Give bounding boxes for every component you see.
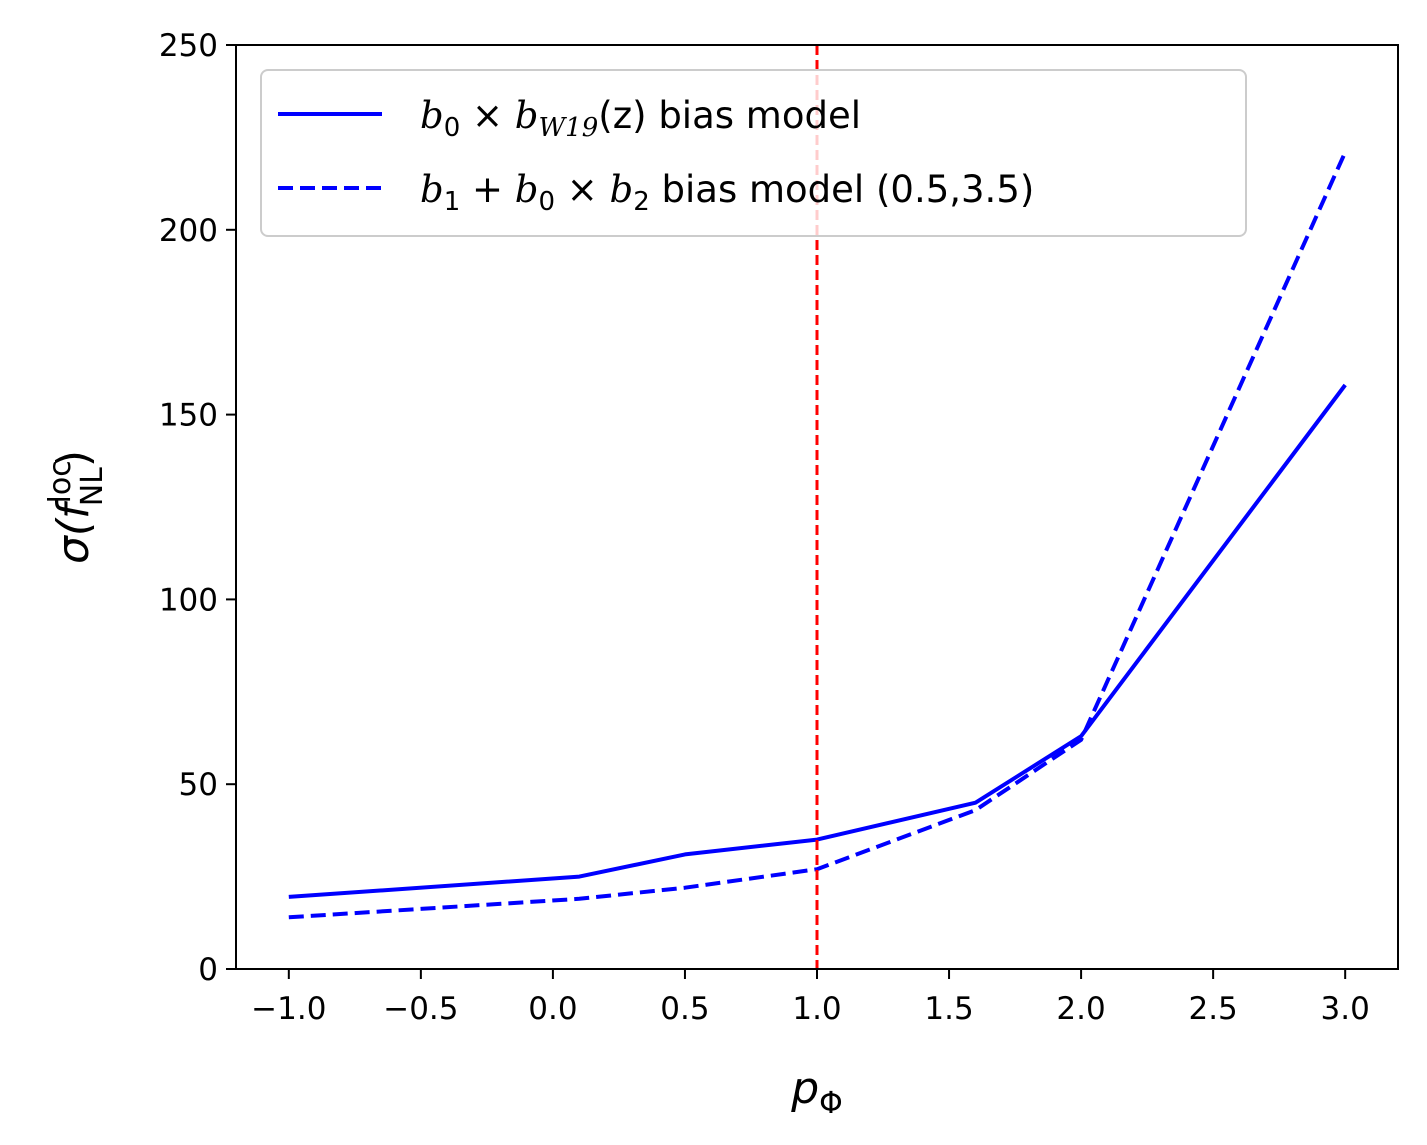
x-tick-label: 0.5 — [660, 991, 709, 1027]
legend-2-op2: × — [555, 168, 610, 211]
legend-1-rest: bias model — [647, 94, 861, 137]
legend-1-b2: b — [515, 94, 539, 137]
legend-2-op: + — [460, 168, 515, 211]
legend: b0 × bW19(z) bias model b1 + b0 × b2 bia… — [260, 69, 1247, 237]
legend-1-sub2: W19 — [538, 113, 598, 143]
x-tick-label: 3.0 — [1321, 991, 1370, 1027]
legend-1-sub: 0 — [444, 113, 461, 143]
x-tick-label: 0.0 — [528, 991, 577, 1027]
legend-box — [260, 69, 1247, 237]
series-layer — [288, 151, 1348, 920]
legend-2-sub2: 0 — [538, 187, 555, 217]
y-tick-label: 100 — [159, 582, 218, 618]
legend-2-b: b — [420, 168, 444, 211]
legend-1-arg: (z) — [598, 94, 646, 137]
y-axis-label-close: ) — [48, 450, 99, 467]
y-tick-label: 250 — [159, 28, 218, 64]
y-axis-label: σ(flocNL) — [43, 450, 110, 564]
x-tick-label: 2.0 — [1056, 991, 1105, 1027]
x-tick-label: 2.5 — [1188, 991, 1237, 1027]
x-tick-label: 1.0 — [792, 991, 841, 1027]
series-line-solid — [288, 383, 1347, 899]
series-line-dashed — [288, 151, 1348, 920]
x-axis-label: pΦ — [790, 1063, 843, 1121]
legend-1-b: b — [420, 94, 444, 137]
x-tick-label: 1.5 — [924, 991, 973, 1027]
y-axis-label-main: σ(f — [48, 497, 99, 564]
legend-2-b2: b — [515, 168, 539, 211]
x-ticks: −1.0 −0.5 0.0 0.5 1.0 1.5 2.0 2.5 3.0 — [251, 969, 1370, 1027]
legend-2-sub: 1 — [444, 187, 461, 217]
legend-2-sub3: 2 — [633, 187, 650, 217]
legend-2-rest: bias model (0.5,3.5) — [650, 168, 1035, 211]
y-tick-label: 150 — [159, 398, 218, 434]
x-tick-label: −0.5 — [383, 991, 458, 1027]
legend-entry-2: b1 + b0 × b2 bias model (0.5,3.5) — [420, 168, 1034, 217]
x-tick-label: −1.0 — [251, 991, 326, 1027]
y-axis-label-sup: loc — [43, 460, 78, 503]
x-axis-label-main: p — [790, 1063, 819, 1114]
x-axis-label-sub: Φ — [819, 1086, 843, 1121]
y-axis-label-sub: NL — [75, 467, 110, 506]
legend-1-op: × — [460, 94, 515, 137]
legend-2-b3: b — [610, 168, 634, 211]
y-tick-label: 0 — [198, 952, 218, 988]
y-tick-label: 200 — [159, 213, 218, 249]
legend-entry-1: b0 × bW19(z) bias model — [420, 94, 861, 143]
y-ticks: 0 50 100 150 200 250 — [159, 28, 236, 988]
y-tick-label: 50 — [179, 767, 218, 803]
